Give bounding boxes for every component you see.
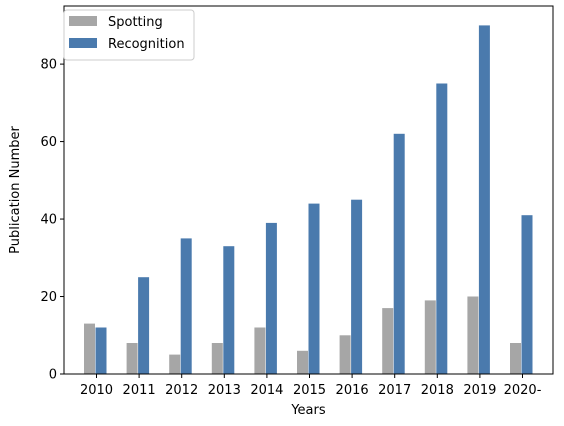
bar-recognition-2012	[180, 238, 192, 374]
plot-frame	[63, 5, 554, 375]
legend-label-recognition: Recognition	[108, 37, 185, 52]
bar-recognition-2011	[138, 277, 150, 374]
y-axis-label: Publication Number	[8, 126, 23, 254]
x-tick-label-2010: 2010	[80, 383, 113, 398]
bar-spotting-2018	[424, 300, 436, 374]
bar-spotting-2015	[297, 350, 308, 374]
x-tick-label-2012: 2012	[165, 383, 198, 398]
x-tick-label-2013: 2013	[208, 383, 241, 398]
bar-spotting-2013	[211, 343, 223, 374]
bar-spotting-2019	[467, 296, 479, 374]
y-tick-label-0: 0	[49, 368, 57, 383]
bar-recognition-2020-	[521, 215, 533, 374]
bar-recognition-2014	[265, 222, 277, 374]
bar-spotting-2012	[169, 354, 181, 374]
bar-recognition-2015	[308, 203, 320, 374]
bar-spotting-2017	[382, 308, 394, 374]
x-tick-label-2015: 2015	[293, 383, 326, 398]
bar-recognition-2010	[95, 327, 107, 374]
bar-recognition-2018	[436, 83, 448, 374]
bar-recognition-2013	[223, 246, 235, 374]
legend-swatch-spotting	[69, 16, 97, 26]
bar-spotting-2020-	[510, 343, 521, 374]
bar-spotting-2016	[339, 335, 351, 374]
bar-spotting-2010	[84, 323, 95, 374]
y-tick-label-60: 60	[40, 135, 57, 150]
axes-layer: 0 20 40 60 80 2010 2011 2012 2013 2014 2015 2016 201…	[40, 5, 554, 398]
x-tick-label-2011: 2011	[123, 383, 156, 398]
y-tick-label-40: 40	[40, 213, 57, 228]
x-tick-label-2019: 2019	[463, 383, 496, 398]
x-tick-label-2020-: 2020-	[504, 383, 542, 398]
legend: Spotting Recognition	[63, 9, 195, 61]
bar-spotting-2011	[126, 343, 138, 374]
bar-recognition-2019	[478, 25, 490, 375]
x-tick-label-2017: 2017	[378, 383, 411, 398]
x-tick-label-2018: 2018	[421, 383, 454, 398]
bar-recognition-2016	[351, 199, 363, 374]
y-tick-label-80: 80	[40, 58, 57, 73]
x-tick-label-2014: 2014	[250, 383, 283, 398]
legend-swatch-recognition	[69, 38, 97, 48]
legend-label-spotting: Spotting	[108, 15, 163, 30]
bar-spotting-2014	[254, 327, 266, 374]
y-tick-label-20: 20	[40, 290, 57, 305]
x-tick-label-2016: 2016	[336, 383, 369, 398]
x-axis-label: Years	[290, 403, 326, 418]
bars-layer	[84, 25, 533, 375]
bar-recognition-2017	[393, 133, 405, 374]
